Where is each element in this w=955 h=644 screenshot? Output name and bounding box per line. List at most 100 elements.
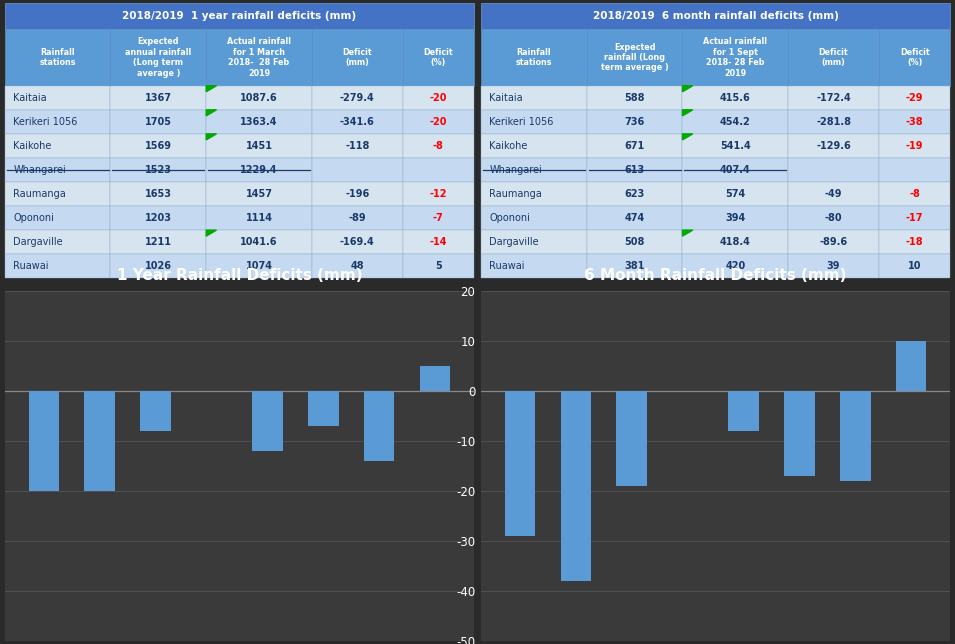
FancyBboxPatch shape [879,86,950,109]
FancyBboxPatch shape [403,230,474,254]
Text: 1229.4: 1229.4 [241,165,278,175]
Text: Deficit
(mm): Deficit (mm) [343,48,372,67]
Bar [505,391,536,536]
FancyBboxPatch shape [879,134,950,158]
FancyBboxPatch shape [403,134,474,158]
Text: 454.2: 454.2 [720,117,751,127]
Text: Kerikeri 1056: Kerikeri 1056 [13,117,77,127]
Text: -80: -80 [825,213,842,223]
Text: 407.4: 407.4 [720,165,751,175]
Title: 6 Month Rainfall Deficits (mm): 6 Month Rainfall Deficits (mm) [584,268,847,283]
FancyBboxPatch shape [683,254,788,278]
FancyBboxPatch shape [586,206,683,230]
Text: Rainfall
stations: Rainfall stations [39,48,75,67]
Text: Kerikeri 1056: Kerikeri 1056 [490,117,554,127]
FancyBboxPatch shape [312,86,403,109]
Text: 1367: 1367 [145,93,172,103]
Text: -12: -12 [430,189,447,199]
Text: -8: -8 [909,189,920,199]
FancyBboxPatch shape [879,30,950,86]
Text: -38: -38 [905,117,923,127]
Text: 48: 48 [350,261,364,271]
Text: Ruawai: Ruawai [13,261,49,271]
Text: 1705: 1705 [145,117,172,127]
FancyBboxPatch shape [788,86,879,109]
FancyBboxPatch shape [312,158,403,182]
FancyBboxPatch shape [683,86,788,109]
Polygon shape [206,134,217,140]
FancyBboxPatch shape [788,158,879,182]
FancyBboxPatch shape [481,182,586,206]
FancyBboxPatch shape [5,158,111,182]
Text: 1363.4: 1363.4 [241,117,278,127]
FancyBboxPatch shape [481,158,586,182]
FancyBboxPatch shape [206,206,312,230]
FancyBboxPatch shape [788,254,879,278]
FancyBboxPatch shape [5,109,111,134]
FancyBboxPatch shape [403,158,474,182]
Text: Kaitaia: Kaitaia [13,93,47,103]
Text: -18: -18 [905,237,923,247]
FancyBboxPatch shape [683,109,788,134]
Text: 508: 508 [625,237,645,247]
Text: 1451: 1451 [245,141,272,151]
FancyBboxPatch shape [788,109,879,134]
FancyBboxPatch shape [5,230,111,254]
FancyBboxPatch shape [206,134,312,158]
Text: 1026: 1026 [145,261,172,271]
FancyBboxPatch shape [111,254,206,278]
Text: -7: -7 [433,213,444,223]
FancyBboxPatch shape [5,134,111,158]
FancyBboxPatch shape [111,134,206,158]
FancyBboxPatch shape [788,134,879,158]
Text: 1211: 1211 [145,237,172,247]
Polygon shape [206,230,217,236]
Text: Ruawai: Ruawai [490,261,525,271]
Text: 2018/2019  6 month rainfall deficits (mm): 2018/2019 6 month rainfall deficits (mm) [593,12,838,21]
Text: 10: 10 [908,261,922,271]
FancyBboxPatch shape [481,230,586,254]
FancyBboxPatch shape [683,230,788,254]
Text: 2018/2019  1 year rainfall deficits (mm): 2018/2019 1 year rainfall deficits (mm) [122,12,356,21]
FancyBboxPatch shape [586,109,683,134]
FancyBboxPatch shape [403,206,474,230]
FancyBboxPatch shape [683,206,788,230]
Text: 1653: 1653 [145,189,172,199]
Text: -129.6: -129.6 [817,141,851,151]
Text: 1523: 1523 [145,165,172,175]
FancyBboxPatch shape [312,30,403,86]
Text: Deficit
(%): Deficit (%) [424,48,454,67]
FancyBboxPatch shape [312,134,403,158]
Text: Expected
annual rainfall
(Long term
average ): Expected annual rainfall (Long term aver… [125,37,191,78]
Text: -49: -49 [825,189,842,199]
FancyBboxPatch shape [879,158,950,182]
Text: 1569: 1569 [145,141,172,151]
Text: Raumanga: Raumanga [490,189,542,199]
Text: 474: 474 [625,213,645,223]
Text: -20: -20 [430,117,447,127]
FancyBboxPatch shape [206,30,312,86]
Text: -279.4: -279.4 [340,93,374,103]
Bar [84,391,116,491]
Text: 1114: 1114 [245,213,272,223]
Text: -196: -196 [345,189,370,199]
Text: Deficit
(%): Deficit (%) [900,48,929,67]
FancyBboxPatch shape [481,3,950,30]
FancyBboxPatch shape [586,134,683,158]
Polygon shape [683,109,692,116]
Text: 1087.6: 1087.6 [241,93,278,103]
FancyBboxPatch shape [481,30,586,86]
Polygon shape [206,109,217,116]
FancyBboxPatch shape [206,86,312,109]
FancyBboxPatch shape [206,182,312,206]
Title: 1 Year Rainfall Deficits (mm): 1 Year Rainfall Deficits (mm) [117,268,362,283]
Text: 381: 381 [625,261,645,271]
Text: -20: -20 [430,93,447,103]
Text: Kaitaia: Kaitaia [490,93,523,103]
Text: 415.6: 415.6 [720,93,751,103]
FancyBboxPatch shape [5,206,111,230]
FancyBboxPatch shape [683,182,788,206]
FancyBboxPatch shape [788,230,879,254]
Text: -89.6: -89.6 [819,237,848,247]
FancyBboxPatch shape [403,30,474,86]
